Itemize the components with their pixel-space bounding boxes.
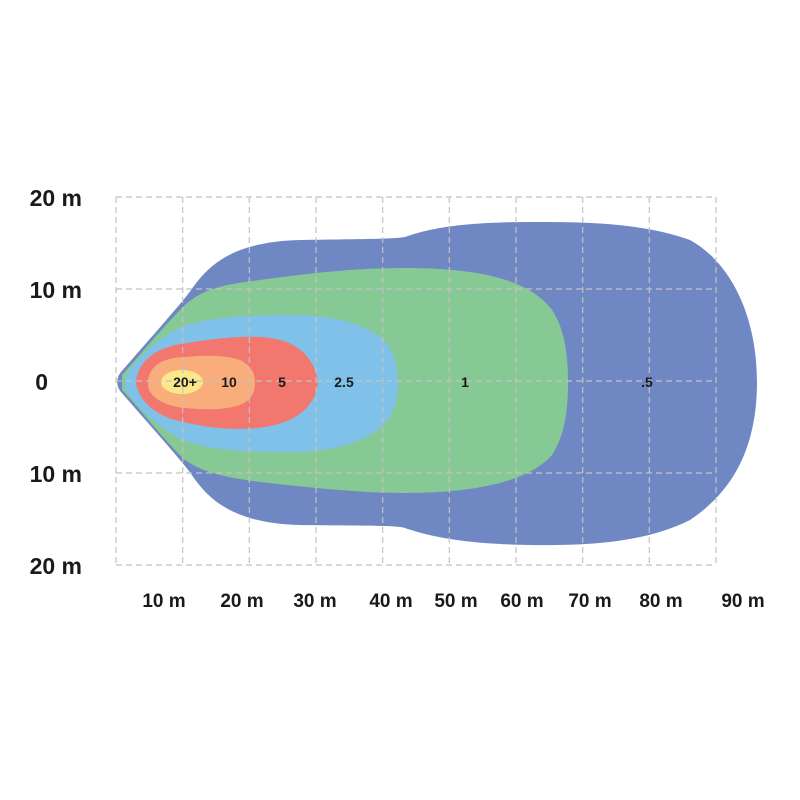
zone-label-2-5: 2.5: [334, 374, 354, 390]
x-tick-label: 60 m: [500, 591, 543, 612]
x-axis: 10 m 20 m 30 m 40 m 50 m 60 m 70 m 80 m …: [142, 591, 764, 612]
x-tick-label: 40 m: [369, 591, 412, 612]
y-tick-label: 10 m: [30, 461, 82, 487]
zone-label-1: 1: [461, 374, 469, 390]
x-tick-label: 70 m: [568, 591, 611, 612]
x-tick-label: 20 m: [220, 591, 263, 612]
x-tick-label: 90 m: [721, 591, 764, 612]
y-tick-label: 10 m: [30, 277, 82, 303]
x-tick-label: 50 m: [434, 591, 477, 612]
zone-label-0-5: .5: [641, 374, 653, 390]
zone-labels: 20+ 10 5 2.5 1 .5: [173, 374, 653, 390]
zone-label-5: 5: [278, 374, 286, 390]
zone-label-20: 20+: [173, 374, 197, 390]
grid: [115, 196, 717, 566]
x-tick-label: 80 m: [639, 591, 682, 612]
x-tick-label: 30 m: [293, 591, 336, 612]
zone-label-10: 10: [221, 374, 237, 390]
x-tick-label: 10 m: [142, 591, 185, 612]
y-tick-label: 20 m: [30, 185, 82, 211]
y-tick-label: 0: [35, 369, 48, 395]
y-axis: 20 m 10 m 0 10 m 20 m: [30, 185, 82, 579]
zone-20-area: [161, 370, 203, 394]
y-tick-label: 20 m: [30, 553, 82, 579]
